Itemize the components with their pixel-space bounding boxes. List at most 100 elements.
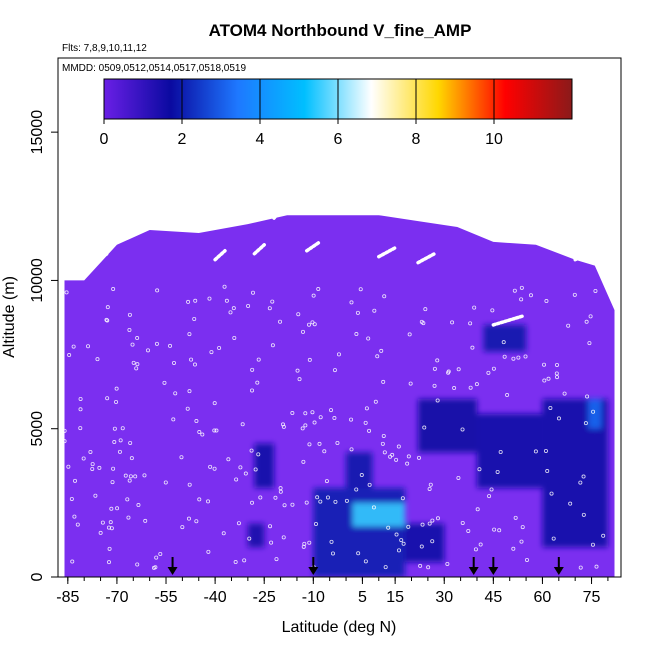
sample-point <box>135 562 140 567</box>
sample-point <box>154 555 159 560</box>
sample-point <box>269 540 274 545</box>
sample-point <box>426 565 431 570</box>
sample-point <box>349 447 354 452</box>
sample-point <box>307 540 312 545</box>
sample-point <box>406 454 411 459</box>
sample-point <box>472 305 477 310</box>
sample-point <box>163 480 168 485</box>
sample-point <box>90 466 95 471</box>
sample-point <box>250 290 255 295</box>
sample-point <box>307 442 312 447</box>
sample-point <box>253 467 258 472</box>
sample-point <box>125 497 130 502</box>
sample-point <box>419 544 424 549</box>
sample-point <box>297 377 302 382</box>
sample-point <box>581 474 586 479</box>
sample-point <box>249 448 254 453</box>
sample-point <box>300 426 305 431</box>
sample-point <box>72 514 77 519</box>
sample-point <box>491 366 496 371</box>
sample-point <box>460 427 465 432</box>
flights-note: Flts: 7,8,9,10,11,12 <box>62 43 147 54</box>
sample-point <box>312 322 317 327</box>
sample-point <box>542 378 547 383</box>
sample-point <box>572 292 577 297</box>
sample-point <box>209 350 214 355</box>
sample-point <box>128 440 133 445</box>
sample-point <box>78 426 83 431</box>
sample-point <box>255 380 260 385</box>
sample-point <box>281 535 286 540</box>
sample-point <box>329 408 334 413</box>
sample-point <box>588 314 593 319</box>
sample-point <box>217 345 222 350</box>
descent-marker-arrow <box>167 567 178 575</box>
sample-point <box>207 296 212 301</box>
colorbar: 0 2 4 6 8 10 <box>100 78 573 148</box>
sample-point <box>88 449 93 454</box>
sample-point <box>381 379 386 384</box>
enhanced-region <box>352 502 405 527</box>
sample-point <box>367 428 372 433</box>
sample-point <box>282 503 287 508</box>
sample-point <box>311 293 316 298</box>
sample-point <box>168 343 173 348</box>
sample-point <box>128 474 133 479</box>
flight-track-segment <box>573 249 597 262</box>
sample-point <box>146 348 151 353</box>
sample-point <box>505 393 510 398</box>
sample-point <box>555 375 560 380</box>
sample-point <box>388 454 393 459</box>
sample-point <box>250 388 255 393</box>
sample-point <box>233 560 238 565</box>
sample-point <box>90 462 95 467</box>
sample-point <box>445 561 450 566</box>
sample-point <box>243 471 248 476</box>
sample-point <box>134 366 139 371</box>
sample-point <box>71 344 76 349</box>
sample-point <box>487 494 492 499</box>
sample-point <box>422 425 427 430</box>
sample-point <box>355 310 360 315</box>
sample-point <box>256 357 261 362</box>
sample-point <box>127 478 132 483</box>
sample-point <box>418 563 423 568</box>
sample-point <box>316 287 321 292</box>
sample-point <box>187 389 192 394</box>
sample-point <box>524 557 529 562</box>
sample-point <box>105 305 110 310</box>
sample-point <box>519 285 524 290</box>
sample-point <box>240 422 245 427</box>
sample-point <box>396 444 401 449</box>
sample-point <box>318 499 323 504</box>
sample-point <box>406 524 411 529</box>
sample-point <box>478 542 483 547</box>
sample-point <box>356 551 361 556</box>
sample-point <box>120 426 125 431</box>
sample-point <box>354 487 359 492</box>
sample-point <box>107 546 112 551</box>
flight-track-segment <box>272 207 283 220</box>
sample-point <box>295 368 300 373</box>
sample-point <box>208 464 213 469</box>
sample-point <box>247 536 252 541</box>
sample-point <box>232 335 237 340</box>
x-tick-label: 5 <box>358 589 367 606</box>
descent-marker-arrow <box>488 567 499 575</box>
colorbar-tick-label: 6 <box>334 131 343 148</box>
sample-point <box>330 551 335 556</box>
sample-point <box>118 438 123 443</box>
sample-point <box>329 539 334 544</box>
sample-point <box>372 308 377 313</box>
sample-point <box>75 522 80 527</box>
sample-point <box>307 357 312 362</box>
heatmap-field <box>62 207 615 577</box>
sample-point <box>332 416 337 421</box>
sample-point <box>416 455 421 460</box>
sample-point <box>238 465 243 470</box>
sample-point <box>212 466 217 471</box>
descent-marker-arrow <box>308 567 319 575</box>
sample-point <box>519 297 524 302</box>
sample-point <box>587 341 592 346</box>
enhanced-region <box>588 399 602 429</box>
